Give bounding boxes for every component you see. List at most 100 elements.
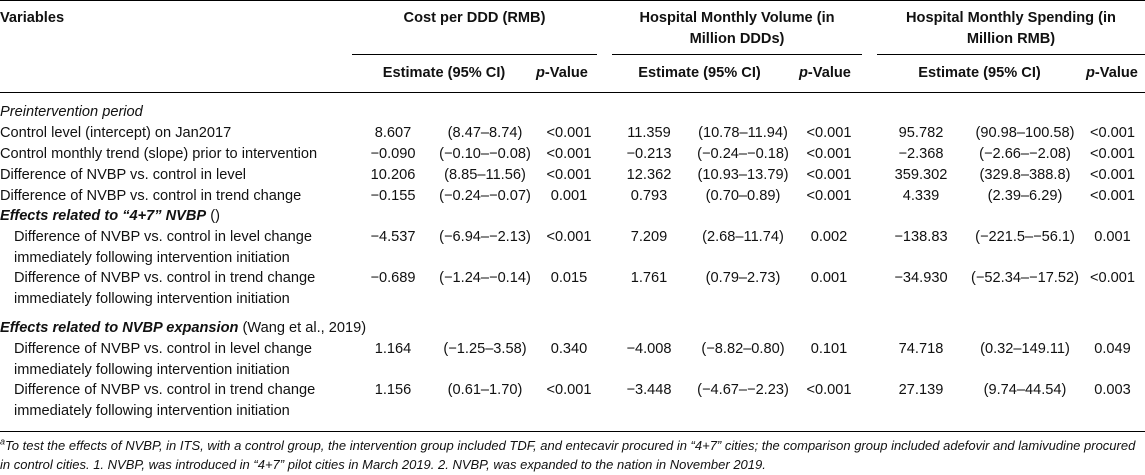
top-rule [0,0,1145,1]
volume-pvalue-cell: 0.101 [810,341,848,357]
volume-group-rule [612,54,862,55]
section-preintervention: Preintervention period [0,104,143,120]
spending-pvalue-cell: 0.001 [1094,229,1131,245]
cost-estimate-cell: 10.206 [370,167,416,183]
cost-estimate-header: Estimate (95% CI) [382,65,506,81]
cost-ci-cell: (−1.25–3.58) [443,341,527,357]
spending-estimate-cell: 95.782 [898,125,944,141]
spending-pvalue-cell: <0.001 [1089,167,1136,183]
volume-pvalue-cell: <0.001 [806,167,852,183]
cost-estimate-cell: −0.689 [370,270,416,286]
row-label: Difference of NVBP vs. control in level [0,167,247,183]
cost-estimate-cell: −0.090 [370,146,416,162]
volume-ci-cell: (−8.82–0.80) [701,341,785,357]
row-label-line2: immediately following intervention initi… [14,250,290,266]
volume-ci-cell: (0.70–0.89) [705,188,781,204]
volume-estimate-cell: 11.359 [627,125,671,141]
spending-ci-cell: (−221.5–−56.1) [975,229,1075,245]
spending-estimate-cell: −34.930 [894,270,948,286]
spending-pvalue-cell: <0.001 [1089,125,1136,141]
row-label: Control level (intercept) on Jan2017 [0,125,232,141]
spending-ci-cell: (2.39–6.29) [987,188,1063,204]
spending-estimate-header: Estimate (95% CI) [918,65,1041,81]
cost-pvalue-cell: 0.001 [550,188,588,204]
volume-ci-cell: (0.79–2.73) [705,270,781,286]
cost-pvalue-cell: <0.001 [546,146,592,162]
cost-pvalue-cell: <0.001 [546,167,592,183]
volume-estimate-cell: 0.793 [630,188,668,204]
cost-pvalue-cell: <0.001 [546,382,592,398]
cost-ci-cell: (8.85–11.56) [444,167,526,183]
cost-ci-cell: (−6.94–−2.13) [439,229,531,245]
spending-pvalue-header: p-Value [1086,65,1138,81]
header-bottom-rule [0,92,1145,93]
volume-pvalue-header: p-Value [799,65,851,81]
volume-estimate-cell: 1.761 [630,270,668,286]
variables-header: Variables [0,10,65,26]
footnote: aTo test the effects of NVBP, in ITS, wi… [0,436,1136,472]
volume-pvalue-cell: <0.001 [806,188,852,204]
row-label: Difference of NVBP vs. control in trend … [0,188,302,204]
cost-estimate-cell: −4.537 [370,229,416,245]
spending-group-header-line2: Million RMB) [966,31,1056,47]
cost-group-rule [352,54,597,55]
volume-ci-cell: (10.93–13.79) [697,167,789,183]
cost-estimate-cell: −0.155 [370,188,416,204]
volume-ci-cell: (−0.24–−0.18) [697,146,789,162]
row-label-line1: Difference of NVBP vs. control in trend … [14,382,316,398]
spending-ci-cell: (9.74–44.54) [983,382,1067,398]
section-4plus7-nvbp: Effects related to “4+7” NVBP () [0,208,220,224]
spending-group-rule [877,54,1145,55]
volume-ci-cell: (10.78–11.94) [698,125,788,141]
cost-ci-cell: (0.61–1.70) [447,382,523,398]
volume-pvalue-cell: <0.001 [806,382,852,398]
cost-pvalue-cell: 0.015 [550,270,588,286]
spending-pvalue-cell: <0.001 [1089,146,1136,162]
volume-estimate-cell: −0.213 [626,146,672,162]
cost-ci-cell: (−0.24–−0.07) [439,188,531,204]
cost-pvalue-cell: <0.001 [546,229,592,245]
cost-estimate-cell: 8.607 [374,125,412,141]
row-label-line1: Difference of NVBP vs. control in level … [14,229,312,245]
spending-estimate-cell: 74.718 [898,341,944,357]
cost-pvalue-cell: <0.001 [546,125,592,141]
volume-group-header-line2: Million DDDs) [689,31,785,47]
volume-pvalue-cell: <0.001 [806,125,852,141]
cost-ci-cell: (−0.10–−0.08) [439,146,531,162]
volume-estimate-cell: −3.448 [626,382,672,398]
volume-estimate-cell: 12.362 [626,167,672,183]
volume-estimate-cell: 7.209 [630,229,668,245]
spending-estimate-cell: −2.368 [898,146,944,162]
row-label-line2: immediately following intervention initi… [14,403,290,419]
spending-pvalue-cell: <0.001 [1089,270,1136,286]
spending-ci-cell: (90.98–100.58) [975,125,1075,141]
section-nvbp-expansion: Effects related to NVBP expansion (Wang … [0,320,367,336]
row-label: Control monthly trend (slope) prior to i… [0,146,318,162]
spending-ci-cell: (0.32–149.11) [980,341,1070,357]
row-label-line1: Difference of NVBP vs. control in level … [14,341,312,357]
spending-estimate-cell: 27.139 [898,382,944,398]
spending-ci-cell: (329.8–388.8) [979,167,1071,183]
table-bottom-rule [0,431,1145,432]
volume-ci-cell: (−4.67–−2.23) [697,382,789,398]
spending-estimate-cell: −138.83 [894,229,948,245]
spending-pvalue-cell: 0.003 [1094,382,1131,398]
spending-ci-cell: (−52.34–−17.52) [971,270,1079,286]
volume-pvalue-cell: 0.002 [810,229,848,245]
spending-estimate-cell: 359.302 [894,167,948,183]
cost-group-header: Cost per DDD (RMB) [403,10,546,26]
cost-ci-cell: (−1.24–−0.14) [439,270,531,286]
spending-estimate-cell: 4.339 [902,188,940,204]
spending-group-header-line1: Hospital Monthly Spending (in [906,10,1116,26]
volume-pvalue-cell: <0.001 [806,146,852,162]
spending-ci-cell: (−2.66–−2.08) [979,146,1071,162]
volume-group-header-line1: Hospital Monthly Volume (in [639,10,835,26]
row-label-line2: immediately following intervention initi… [14,291,290,307]
volume-estimate-header: Estimate (95% CI) [638,65,761,81]
cost-estimate-cell: 1.164 [374,341,412,357]
cost-ci-cell: (8.47–8.74) [447,125,523,141]
cost-pvalue-header: p-Value [536,65,588,81]
row-label-line2: immediately following intervention initi… [14,362,290,378]
volume-estimate-cell: −4.008 [626,341,672,357]
